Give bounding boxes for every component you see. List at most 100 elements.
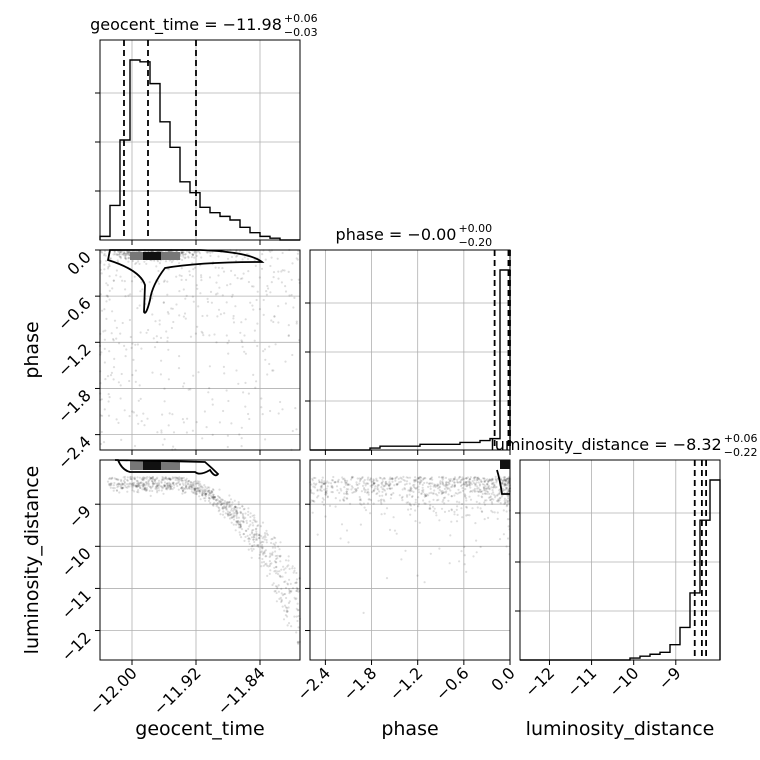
sample-point [136, 485, 139, 488]
sample-point [498, 538, 502, 541]
sample-point [195, 284, 198, 287]
sample-point [159, 336, 163, 339]
sample-point [228, 517, 232, 520]
sample-point [180, 487, 183, 490]
sample-point [331, 491, 334, 494]
sample-point [148, 476, 151, 479]
sample-point [503, 483, 506, 486]
sample-point [407, 476, 410, 479]
x-tick-label: −9 [654, 663, 684, 693]
sample-point [275, 561, 278, 564]
sample-point [421, 489, 424, 492]
sample-point [139, 481, 142, 484]
sample-point [239, 523, 242, 526]
sample-point [503, 479, 506, 482]
sample-point [211, 496, 214, 499]
sample-point [168, 477, 171, 480]
sample-point [398, 481, 401, 484]
sample-point [125, 252, 128, 255]
sample-point [310, 483, 313, 486]
sample-point [436, 494, 439, 497]
sample-point [427, 485, 430, 488]
scatter-geocent_time-phase [98, 248, 301, 451]
sample-point [318, 481, 321, 484]
sample-point [343, 499, 346, 502]
sample-point [453, 484, 456, 487]
sample-point [325, 493, 328, 496]
sample-point [221, 513, 225, 516]
sample-point [268, 555, 271, 559]
sample-point [225, 506, 228, 509]
sample-point [442, 498, 445, 502]
sample-point [182, 421, 185, 424]
sample-point [359, 497, 362, 500]
sample-point [103, 252, 106, 255]
sample-point [484, 489, 487, 492]
sample-point [234, 529, 237, 532]
sample-point [115, 337, 118, 340]
sample-point [441, 490, 444, 493]
sample-point [466, 513, 469, 517]
sample-point [182, 476, 185, 479]
sample-point [316, 489, 319, 492]
sample-point [381, 494, 384, 497]
sample-point [193, 489, 196, 492]
sample-point [477, 487, 480, 490]
sample-point [169, 478, 172, 481]
sample-point [129, 335, 132, 339]
sample-point [244, 318, 247, 321]
sample-point [151, 482, 154, 485]
sample-point [145, 489, 148, 492]
sample-point [195, 493, 198, 496]
sample-point [414, 501, 417, 504]
sample-point [281, 269, 284, 272]
sample-point [384, 480, 388, 483]
sample-point [423, 495, 426, 498]
sample-point [113, 481, 116, 485]
sample-point [140, 347, 143, 350]
sample-point [132, 358, 135, 361]
sample-point [424, 494, 427, 497]
sample-point [115, 326, 118, 329]
sample-point [420, 492, 423, 496]
sample-point [479, 479, 482, 482]
sample-point [234, 506, 237, 509]
sample-point [198, 495, 201, 498]
sample-point [206, 489, 209, 493]
sample-point [453, 481, 456, 484]
sample-point [355, 483, 358, 486]
sample-point [234, 305, 237, 308]
sample-point [361, 484, 365, 487]
sample-point [489, 478, 492, 481]
sample-point [387, 483, 390, 486]
sample-point [481, 483, 484, 486]
sample-point [269, 409, 272, 413]
sample-point [474, 484, 477, 487]
sample-point [453, 510, 456, 513]
sample-point [441, 491, 444, 494]
sample-point [134, 380, 137, 383]
sample-point [132, 482, 135, 485]
sample-point [166, 485, 169, 488]
sample-point [481, 496, 484, 499]
sample-point [142, 483, 145, 486]
sample-point [401, 499, 404, 502]
sample-point [152, 482, 155, 485]
sample-point [483, 480, 486, 484]
sample-point [155, 485, 158, 488]
sample-point [109, 484, 112, 487]
sample-point [453, 478, 456, 481]
sample-point [196, 487, 199, 490]
sample-point [261, 413, 264, 416]
sample-point [236, 520, 239, 523]
sample-point [481, 490, 484, 493]
sample-point [256, 322, 259, 325]
sample-point [156, 491, 159, 494]
sample-point [192, 482, 195, 485]
sample-point [184, 485, 188, 488]
sample-point [124, 254, 127, 257]
sample-point [488, 492, 491, 495]
sample-point [504, 501, 507, 504]
sample-point [366, 478, 369, 481]
sample-point [418, 482, 421, 486]
